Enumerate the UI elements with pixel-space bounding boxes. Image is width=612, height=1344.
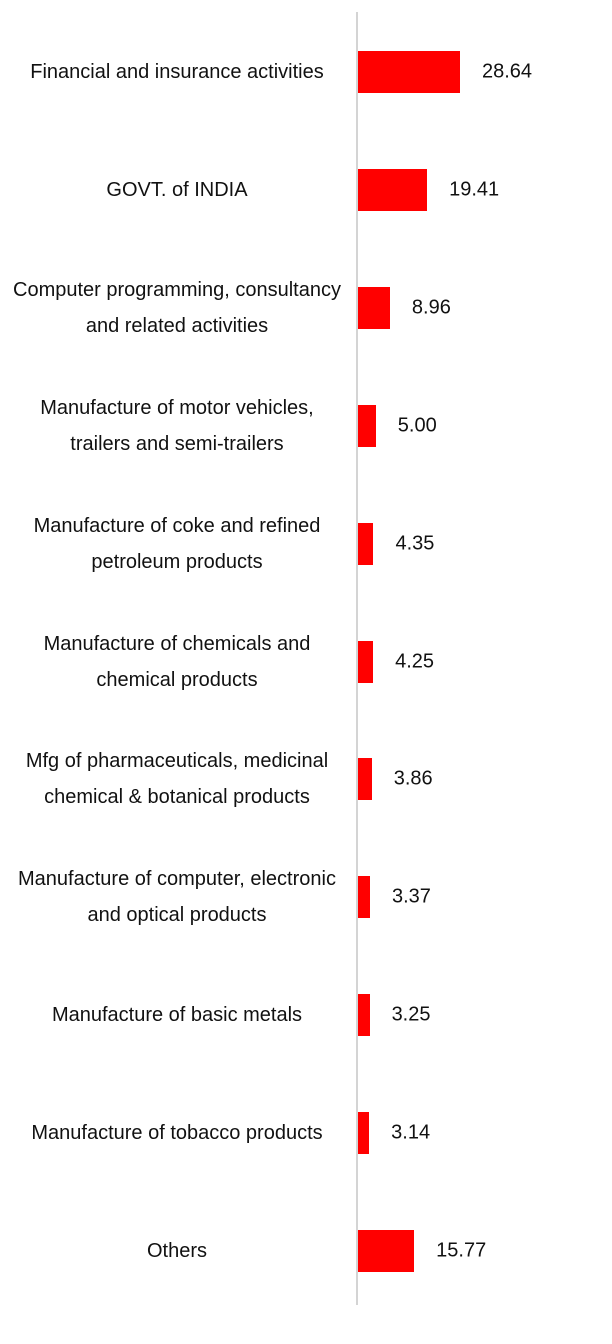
bar: [358, 1112, 370, 1155]
category-label: Others: [146, 1240, 208, 1262]
value-label: 19.41: [449, 178, 500, 201]
category-label: Manufacture of chemicals and chemical pr…: [43, 632, 311, 691]
bar: [358, 168, 428, 211]
value-label: 15.77: [436, 1239, 487, 1262]
bar: [358, 1230, 415, 1272]
category-label: Computer programming, consultancy and re…: [13, 278, 341, 337]
axis-line: [356, 12, 358, 1305]
category-label: Manufacture of tobacco products: [31, 1122, 323, 1145]
value-label: 3.25: [391, 1003, 431, 1026]
category-label: GOVT. of INDIA: [106, 178, 248, 201]
category-label: Mfg of pharmaceuticals, medicinal chemic…: [25, 750, 329, 809]
category-label: Manufacture of coke and refined petroleu…: [33, 514, 321, 573]
bar: [358, 994, 370, 1037]
value-label: 5.00: [397, 414, 437, 437]
category-label: Manufacture of computer, electronic and …: [18, 868, 336, 927]
category-label: Manufacture of basic metals: [51, 1004, 303, 1027]
value-label: 28.64: [482, 60, 533, 83]
value-label: 3.37: [392, 885, 431, 908]
bar: [358, 404, 376, 447]
value-label: 4.25: [395, 650, 435, 672]
category-label: Manufacture of motor vehicles, trailers …: [40, 396, 314, 455]
bar: [358, 51, 460, 93]
bar: [358, 522, 374, 565]
category-label: Financial and insurance activities: [30, 61, 324, 83]
value-label: 4.35: [395, 532, 435, 555]
value-label: 3.14: [391, 1121, 431, 1144]
bar: [358, 286, 390, 329]
bar: [358, 640, 374, 683]
value-label: 3.86: [393, 767, 433, 790]
bar: [358, 758, 372, 801]
bar: [358, 876, 370, 919]
value-label: 8.96: [411, 296, 451, 319]
